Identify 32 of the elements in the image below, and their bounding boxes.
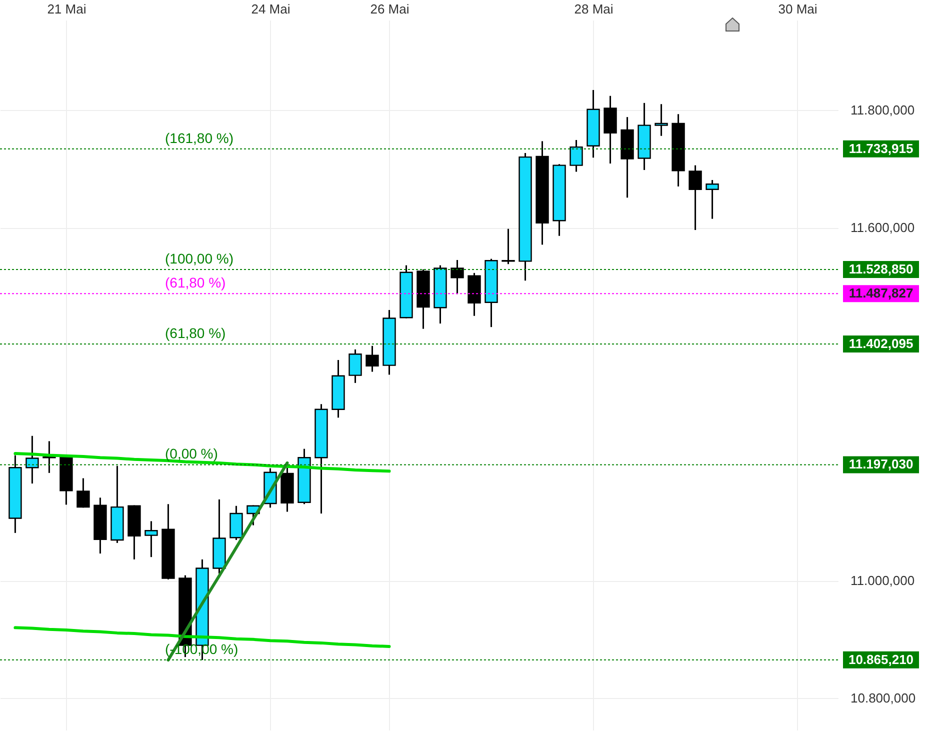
- x-tick-label: 24 Mai: [251, 2, 290, 16]
- ref-line-label: 11.487,827: [848, 286, 914, 301]
- candlestick: [26, 435, 39, 484]
- annotation: (161,80 %): [165, 130, 234, 146]
- x-tick-label: 26 Mai: [370, 2, 410, 16]
- annotation: (0,00 %): [165, 446, 218, 462]
- annotation: (61,80 %): [165, 274, 226, 291]
- y-tick-label: 11.800,000: [850, 102, 915, 118]
- ref-line-label: 11.733,915: [848, 140, 914, 156]
- candlestick: [688, 164, 702, 231]
- candlestick: [144, 520, 158, 558]
- candlestick: [654, 103, 668, 137]
- candlestick: [348, 348, 362, 384]
- ref-line-label: 11.528,850: [848, 262, 914, 276]
- annotation: (100,00 %): [165, 250, 234, 266]
- candlestick: [450, 259, 464, 295]
- y-tick-label: 11.000,000: [850, 573, 915, 588]
- candlestick: [502, 228, 515, 265]
- line-series: [166, 461, 289, 662]
- candlestick: [76, 477, 90, 508]
- ref-line-label: 11.197,030: [848, 456, 914, 472]
- x-tick-label: 30 Mai: [778, 2, 818, 16]
- ref-line-label: 10.865,210: [848, 652, 914, 667]
- annotation: (61,80 %): [165, 325, 226, 342]
- candlestick: [570, 139, 583, 173]
- x-tick-label: 21 Mai: [47, 2, 86, 16]
- x-tick-label: 28 Mai: [574, 2, 614, 16]
- candlestick: [366, 345, 379, 373]
- candlestick: [706, 179, 719, 220]
- ref-line-label: 11.402,095: [848, 336, 914, 352]
- y-tick-label: 10.800,000: [850, 690, 916, 706]
- y-tick-label: 11.600,000: [850, 220, 915, 236]
